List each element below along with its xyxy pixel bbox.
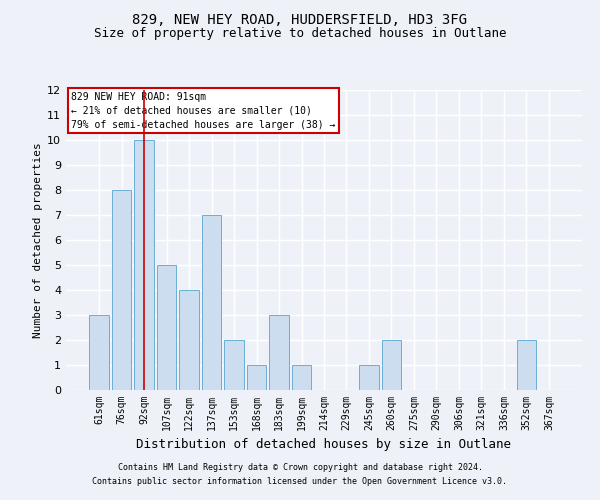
Bar [134, 140, 154, 390]
Y-axis label: Number of detached properties: Number of detached properties [33, 142, 43, 338]
X-axis label: Distribution of detached houses by size in Outlane: Distribution of detached houses by size … [137, 438, 511, 452]
Bar [292, 365, 311, 390]
Bar [179, 290, 199, 390]
Bar [89, 315, 109, 390]
Bar [157, 265, 176, 390]
Bar [359, 365, 379, 390]
Bar [517, 340, 536, 390]
Text: Size of property relative to detached houses in Outlane: Size of property relative to detached ho… [94, 28, 506, 40]
Text: 829 NEW HEY ROAD: 91sqm
← 21% of detached houses are smaller (10)
79% of semi-de: 829 NEW HEY ROAD: 91sqm ← 21% of detache… [71, 92, 335, 130]
Bar [269, 315, 289, 390]
Text: Contains public sector information licensed under the Open Government Licence v3: Contains public sector information licen… [92, 477, 508, 486]
Bar [247, 365, 266, 390]
Text: Contains HM Land Registry data © Crown copyright and database right 2024.: Contains HM Land Registry data © Crown c… [118, 464, 482, 472]
Bar [112, 190, 131, 390]
Bar [382, 340, 401, 390]
Bar [224, 340, 244, 390]
Text: 829, NEW HEY ROAD, HUDDERSFIELD, HD3 3FG: 829, NEW HEY ROAD, HUDDERSFIELD, HD3 3FG [133, 12, 467, 26]
Bar [202, 215, 221, 390]
